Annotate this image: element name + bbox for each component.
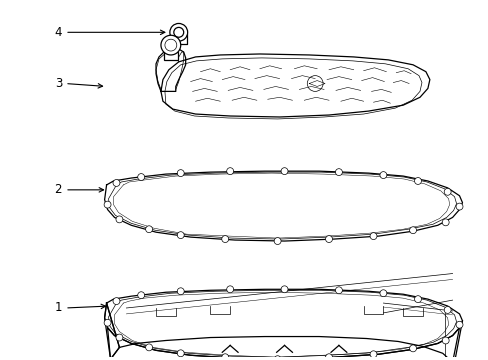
Polygon shape: [104, 289, 462, 359]
Circle shape: [138, 174, 144, 180]
Bar: [163, 52, 178, 60]
Circle shape: [325, 354, 332, 360]
Circle shape: [409, 345, 416, 352]
Circle shape: [226, 168, 233, 175]
Circle shape: [443, 188, 450, 195]
Circle shape: [414, 296, 421, 302]
Circle shape: [177, 232, 184, 239]
Circle shape: [177, 170, 184, 176]
Polygon shape: [104, 303, 119, 359]
Circle shape: [104, 201, 111, 208]
Circle shape: [335, 287, 342, 294]
Text: 1: 1: [55, 301, 62, 315]
Circle shape: [169, 23, 187, 41]
Circle shape: [161, 35, 181, 55]
Circle shape: [441, 337, 448, 344]
Circle shape: [281, 168, 287, 175]
Circle shape: [116, 216, 122, 223]
Polygon shape: [156, 49, 185, 91]
Circle shape: [409, 227, 416, 234]
Circle shape: [379, 290, 386, 297]
Circle shape: [113, 298, 120, 305]
Polygon shape: [109, 337, 454, 360]
Circle shape: [221, 354, 228, 360]
Text: 2: 2: [55, 183, 62, 196]
Circle shape: [177, 288, 184, 295]
Circle shape: [177, 350, 184, 357]
Circle shape: [226, 286, 233, 293]
Circle shape: [138, 292, 144, 299]
Circle shape: [369, 233, 376, 239]
Circle shape: [145, 226, 152, 233]
Circle shape: [221, 236, 228, 243]
Circle shape: [116, 334, 122, 341]
Circle shape: [274, 356, 281, 360]
Circle shape: [441, 219, 448, 226]
Circle shape: [113, 180, 120, 186]
Circle shape: [414, 177, 421, 184]
Polygon shape: [170, 34, 186, 44]
Circle shape: [335, 169, 342, 176]
Text: 4: 4: [55, 26, 62, 39]
Circle shape: [325, 236, 332, 243]
Polygon shape: [104, 171, 462, 241]
Circle shape: [145, 344, 152, 351]
Circle shape: [369, 351, 376, 358]
Text: 3: 3: [55, 77, 62, 90]
Circle shape: [281, 286, 287, 293]
Polygon shape: [161, 54, 429, 117]
Polygon shape: [107, 328, 459, 360]
Circle shape: [274, 238, 281, 244]
Circle shape: [443, 306, 450, 314]
Circle shape: [379, 172, 386, 179]
Circle shape: [104, 319, 111, 326]
Circle shape: [455, 321, 462, 328]
Circle shape: [455, 203, 462, 210]
